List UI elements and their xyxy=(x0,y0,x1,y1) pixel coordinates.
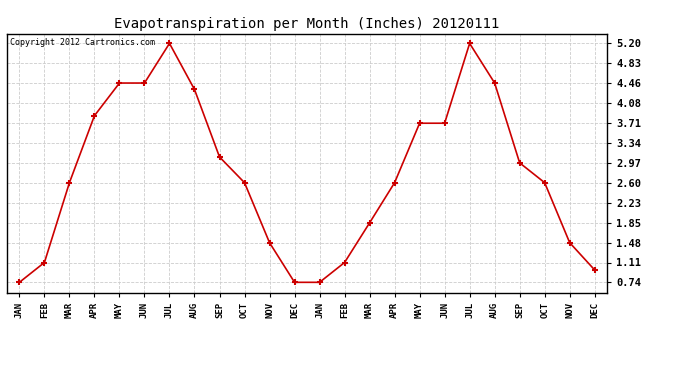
Text: Copyright 2012 Cartronics.com: Copyright 2012 Cartronics.com xyxy=(10,38,155,46)
Title: Evapotranspiration per Month (Inches) 20120111: Evapotranspiration per Month (Inches) 20… xyxy=(115,17,500,31)
